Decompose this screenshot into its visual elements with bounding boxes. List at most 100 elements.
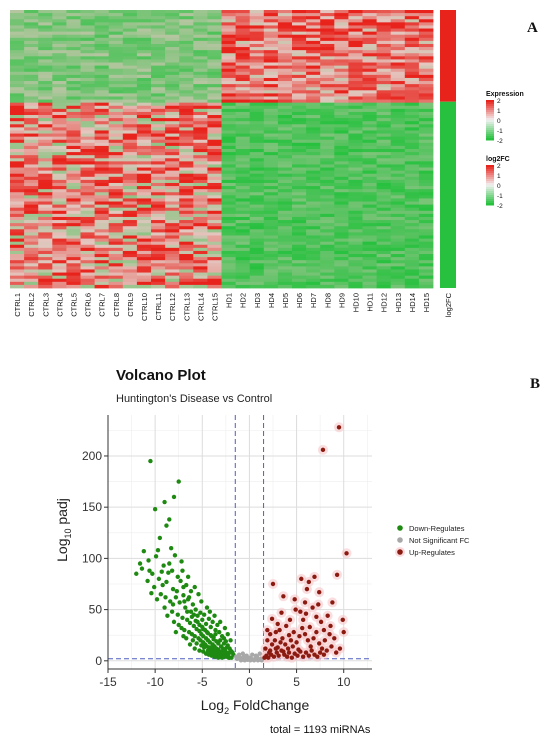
heatmap-cell	[320, 71, 335, 76]
heatmap-cell	[151, 102, 166, 107]
heatmap-cell	[320, 77, 335, 82]
heatmap-cell	[80, 34, 95, 39]
heatmap-cell	[376, 115, 392, 119]
heatmap-cell	[334, 201, 349, 205]
heatmap-cell	[24, 266, 39, 270]
heatmap-cell	[404, 201, 420, 205]
heatmap-cell	[94, 16, 110, 20]
volcano-subtitle: Huntington's Disease vs Control	[116, 393, 273, 405]
heatmap-cell	[24, 164, 39, 168]
heatmap-cell	[10, 102, 25, 107]
annotation-down-block	[440, 101, 456, 289]
heatmap-cell	[151, 192, 166, 196]
heatmap-cell	[136, 260, 152, 264]
heatmap-cell	[38, 186, 53, 190]
heatmap-cell	[404, 216, 420, 221]
heatmap-cell	[94, 281, 110, 286]
up-regulated-point	[272, 638, 278, 643]
heatmap-cell	[249, 220, 265, 224]
heatmap-cell	[136, 238, 152, 243]
heatmap-cell	[348, 19, 363, 23]
y-tick-label: 100	[82, 551, 102, 565]
heatmap-cell	[108, 74, 124, 79]
up-regulated-point	[276, 653, 281, 658]
heatmap-cell	[235, 195, 251, 199]
heatmap-cell	[221, 124, 236, 128]
legend-tick-label: 0	[497, 183, 501, 190]
heatmap-cell	[151, 244, 166, 249]
heatmap-cell	[292, 59, 307, 63]
heatmap-cell	[52, 90, 67, 94]
heatmap-cell	[249, 77, 265, 82]
heatmap-cell	[66, 25, 81, 29]
heatmap-cell	[334, 186, 349, 190]
heatmap-cell	[292, 127, 307, 131]
heatmap-cell	[136, 96, 152, 100]
heatmap-cell	[24, 43, 39, 48]
heatmap-cell	[136, 71, 152, 76]
heatmap-cell	[38, 136, 53, 141]
heatmap-cell	[249, 164, 265, 168]
heatmap-cell	[179, 281, 194, 286]
down-regulated-point	[203, 621, 209, 627]
heatmap-column-label: HD15	[422, 293, 431, 312]
heatmap-cell	[165, 139, 180, 144]
heatmap-cell	[348, 257, 363, 261]
heatmap-cell	[66, 210, 81, 215]
heatmap-cell	[52, 284, 67, 289]
heatmap-cell	[404, 65, 420, 70]
down-regulated-point	[188, 588, 194, 594]
heatmap-cell	[418, 124, 434, 128]
heatmap-cell	[38, 266, 53, 270]
heatmap-cell	[10, 16, 25, 20]
heatmap-cell	[10, 235, 25, 239]
down-regulated-point	[218, 619, 223, 625]
heatmap-cell	[249, 90, 265, 94]
heatmap-cell	[108, 266, 124, 270]
heatmap-cell	[235, 250, 251, 255]
heatmap-cell	[292, 87, 307, 91]
heatmap-cell	[151, 189, 166, 193]
heatmap-cell	[108, 133, 124, 138]
heatmap-cell	[179, 201, 194, 205]
heatmap-cell	[80, 50, 95, 54]
heatmap-cell	[179, 192, 194, 196]
heatmap-cell	[334, 179, 349, 184]
heatmap-cell	[193, 56, 208, 60]
legend-key	[397, 537, 403, 543]
up-regulated-point	[286, 633, 292, 638]
heatmap-cell	[235, 22, 251, 26]
heatmap-cell	[207, 192, 222, 196]
heatmap-cell	[136, 281, 152, 286]
heatmap-cell	[390, 158, 406, 162]
heatmap-cell	[235, 65, 251, 70]
heatmap-cell	[362, 179, 377, 184]
heatmap-cell	[179, 74, 194, 79]
heatmap-cell	[207, 59, 222, 63]
heatmap-cell	[390, 22, 406, 26]
up-regulated-point	[286, 650, 292, 655]
heatmap-cell	[179, 50, 194, 54]
heatmap-cell	[362, 278, 377, 283]
heatmap-cell	[151, 40, 166, 45]
heatmap-cell	[249, 152, 265, 156]
heatmap-cell	[10, 56, 25, 60]
heatmap-cell	[179, 272, 194, 277]
heatmap-cell	[404, 247, 420, 252]
heatmap-cell	[136, 127, 152, 131]
heatmap-cell	[418, 269, 434, 273]
heatmap-cell	[193, 136, 208, 141]
heatmap-cell	[390, 145, 406, 150]
heatmap-cell	[404, 121, 420, 125]
heatmap-cell	[151, 121, 166, 125]
heatmap-cell	[235, 170, 251, 175]
legend-gradient-step	[486, 185, 494, 188]
not-significant-point	[253, 653, 259, 658]
heatmap-cell	[376, 102, 392, 107]
heatmap-cell	[221, 161, 236, 165]
heatmap-cell	[306, 152, 321, 156]
heatmap-cell	[10, 173, 25, 178]
down-regulated-point	[189, 614, 195, 619]
heatmap-cell	[10, 10, 25, 14]
heatmap-cell	[66, 105, 81, 110]
